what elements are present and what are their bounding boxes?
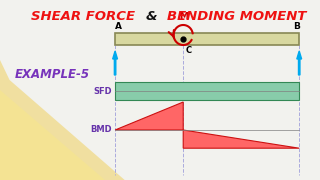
Polygon shape — [183, 130, 299, 148]
Text: C: C — [186, 46, 192, 55]
Text: BMD: BMD — [91, 125, 112, 134]
Text: A: A — [115, 22, 122, 31]
Bar — [115, 33, 299, 45]
FancyArrow shape — [297, 51, 302, 75]
Text: &: & — [146, 10, 157, 23]
FancyArrow shape — [113, 51, 117, 75]
Polygon shape — [115, 102, 183, 130]
Text: BENDING MOMENT: BENDING MOMENT — [167, 10, 307, 23]
Text: B: B — [293, 22, 300, 31]
Text: SHEAR FORCE: SHEAR FORCE — [31, 10, 135, 23]
Text: SFD: SFD — [93, 87, 112, 96]
Bar — [115, 82, 299, 100]
Text: EXAMPLE-5: EXAMPLE-5 — [15, 68, 90, 81]
Polygon shape — [0, 60, 125, 180]
Text: M: M — [179, 12, 188, 21]
Polygon shape — [0, 90, 106, 180]
